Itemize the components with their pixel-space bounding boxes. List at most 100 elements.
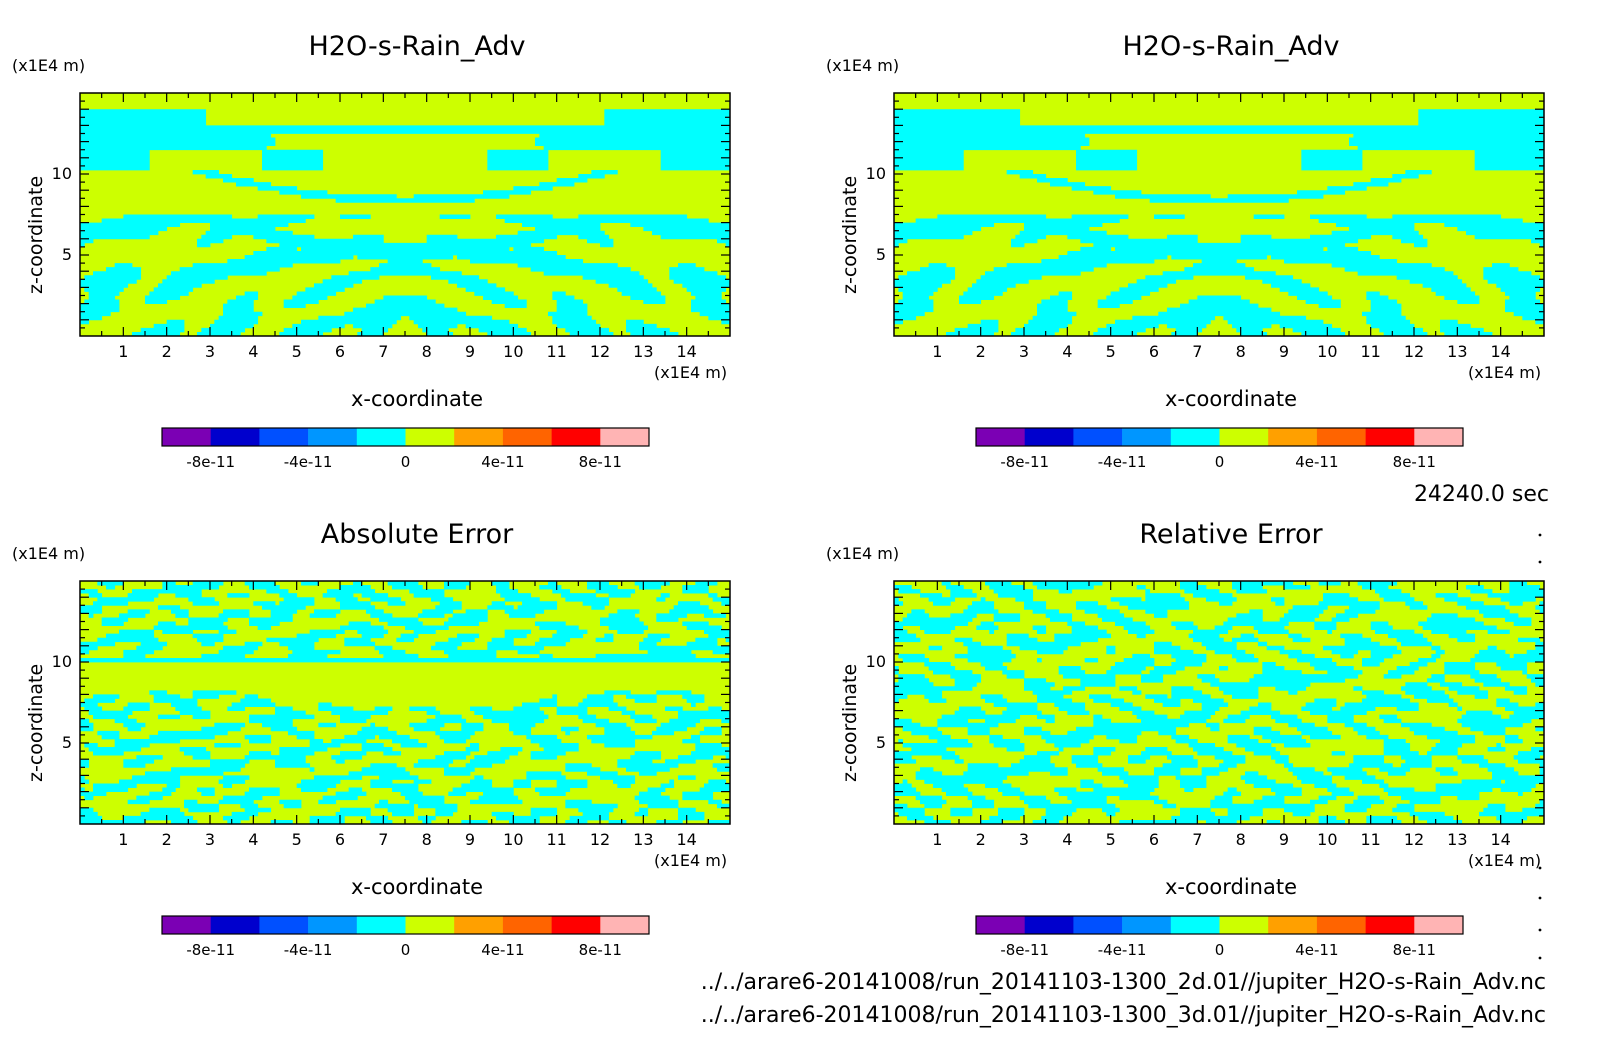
x-tick-label: 6 — [334, 342, 346, 361]
timestamp: 24240.0 sec — [1413, 482, 1549, 507]
x-tick-label: 9 — [1278, 342, 1290, 361]
colorbar-swatch — [1316, 428, 1366, 446]
y-axis-label: z-coordinate — [25, 175, 47, 294]
colorbar-swatch — [1414, 916, 1464, 934]
x-tick-label: 10 — [503, 830, 524, 849]
colorbar-swatch — [600, 916, 650, 934]
y-tick-label: 10 — [51, 164, 72, 183]
y-unit-label: (x1E4 m) — [826, 56, 900, 75]
x-unit-label: (x1E4 m) — [1468, 851, 1542, 870]
colorbar-swatch — [1073, 916, 1123, 934]
colorbar-swatch — [1024, 916, 1074, 934]
y-tick-label: 10 — [865, 652, 886, 671]
colorbar-tick-label: 4e-11 — [1295, 941, 1339, 959]
x-tick-label: 8 — [1235, 342, 1246, 361]
panel-title: H2O-s-Rain_Adv — [308, 31, 526, 62]
x-tick-label: 14 — [676, 342, 697, 361]
colorbar-swatch — [210, 428, 260, 446]
x-tick-label: 12 — [589, 830, 611, 849]
colorbar-swatch — [1219, 428, 1269, 446]
x-tick-label: 3 — [204, 342, 216, 361]
colorbar-frame — [975, 427, 1464, 447]
colorbar-swatch — [1365, 916, 1415, 934]
x-tick-label: 10 — [503, 342, 524, 361]
x-tick-label: 13 — [1447, 830, 1468, 849]
x-tick-label: 1 — [932, 830, 943, 849]
panel-title: Relative Error — [1139, 519, 1323, 550]
colorbar-tick-label: 0 — [400, 941, 411, 959]
colorbar-tick-label: -4e-11 — [1097, 453, 1147, 471]
y-axis-label: z-coordinate — [839, 663, 861, 782]
margin-dot — [1538, 928, 1542, 932]
colorbar-swatch — [1219, 916, 1269, 934]
x-tick-label: 1 — [118, 342, 129, 361]
colorbar-swatch — [976, 428, 1025, 446]
colorbar-swatch — [1414, 428, 1464, 446]
x-tick-label: 11 — [1360, 342, 1381, 361]
x-tick-label: 4 — [248, 342, 259, 361]
colorbar-frame — [161, 915, 650, 935]
x-tick-label: 4 — [1062, 342, 1073, 361]
x-tick-label: 9 — [464, 342, 476, 361]
chart-panel-2 — [79, 580, 731, 935]
y-tick-label: 10 — [51, 652, 72, 671]
x-tick-label: 10 — [1317, 830, 1338, 849]
x-tick-label: 6 — [1148, 830, 1160, 849]
x-tick-label: 12 — [1403, 830, 1425, 849]
x-tick-label: 6 — [1148, 342, 1160, 361]
colorbar-swatch — [259, 916, 309, 934]
x-tick-label: 1 — [118, 830, 129, 849]
margin-dot — [1538, 533, 1542, 537]
x-tick-label: 7 — [378, 830, 389, 849]
x-unit-label: (x1E4 m) — [654, 363, 728, 382]
x-axis-label: x-coordinate — [1164, 387, 1298, 411]
y-unit-label: (x1E4 m) — [12, 544, 86, 563]
colorbar-swatch — [1122, 916, 1172, 934]
x-tick-label: 14 — [1490, 342, 1511, 361]
x-tick-label: 9 — [464, 830, 476, 849]
field-contour — [79, 581, 731, 825]
panel-title: H2O-s-Rain_Adv — [1122, 31, 1340, 62]
colorbar-swatch — [1268, 916, 1318, 934]
margin-dot — [1538, 896, 1542, 900]
colorbar-tick-label: 8e-11 — [578, 941, 622, 959]
colorbar-tick-label: -8e-11 — [1000, 453, 1050, 471]
y-unit-label: (x1E4 m) — [12, 56, 86, 75]
x-tick-label: 2 — [161, 830, 172, 849]
colorbar-swatch — [308, 916, 358, 934]
x-tick-label: 7 — [1192, 830, 1203, 849]
colorbar-tick-label: 0 — [400, 453, 411, 471]
x-tick-label: 2 — [975, 830, 986, 849]
x-axis-label: x-coordinate — [350, 875, 484, 899]
x-tick-label: 12 — [1403, 342, 1425, 361]
margin-dot — [1538, 560, 1542, 564]
x-unit-label: (x1E4 m) — [1468, 363, 1542, 382]
colorbar-swatch — [600, 428, 650, 446]
colorbar-swatch — [976, 916, 1025, 934]
colorbar-tick-label: 8e-11 — [1392, 453, 1436, 471]
x-tick-label: 3 — [1018, 342, 1030, 361]
x-axis-label: x-coordinate — [1164, 875, 1298, 899]
x-tick-label: 14 — [1490, 830, 1511, 849]
colorbar-swatch — [454, 428, 504, 446]
x-tick-label: 12 — [589, 342, 611, 361]
colorbar-tick-label: 8e-11 — [578, 453, 622, 471]
colorbar-tick-label: 0 — [1214, 941, 1225, 959]
field-contour — [894, 109, 1545, 337]
footer-file-2d: ../../arare6-20141008/run_20141103-1300_… — [700, 970, 1546, 995]
y-unit-label: (x1E4 m) — [826, 544, 900, 563]
colorbar-swatch — [1316, 916, 1366, 934]
colorbar-swatch — [1365, 428, 1415, 446]
colorbar-swatch — [356, 428, 406, 446]
chart-panel-1 — [893, 92, 1545, 447]
colorbar-tick-label: -4e-11 — [283, 453, 333, 471]
colorbar-swatch — [1170, 428, 1220, 446]
x-tick-label: 2 — [975, 342, 986, 361]
y-tick-label: 5 — [61, 733, 72, 752]
chart-panel-3 — [893, 580, 1545, 935]
x-tick-label: 3 — [1018, 830, 1030, 849]
x-tick-label: 11 — [546, 830, 567, 849]
x-tick-label: 8 — [1235, 830, 1246, 849]
colorbar-swatch — [210, 916, 260, 934]
x-tick-label: 14 — [676, 830, 697, 849]
